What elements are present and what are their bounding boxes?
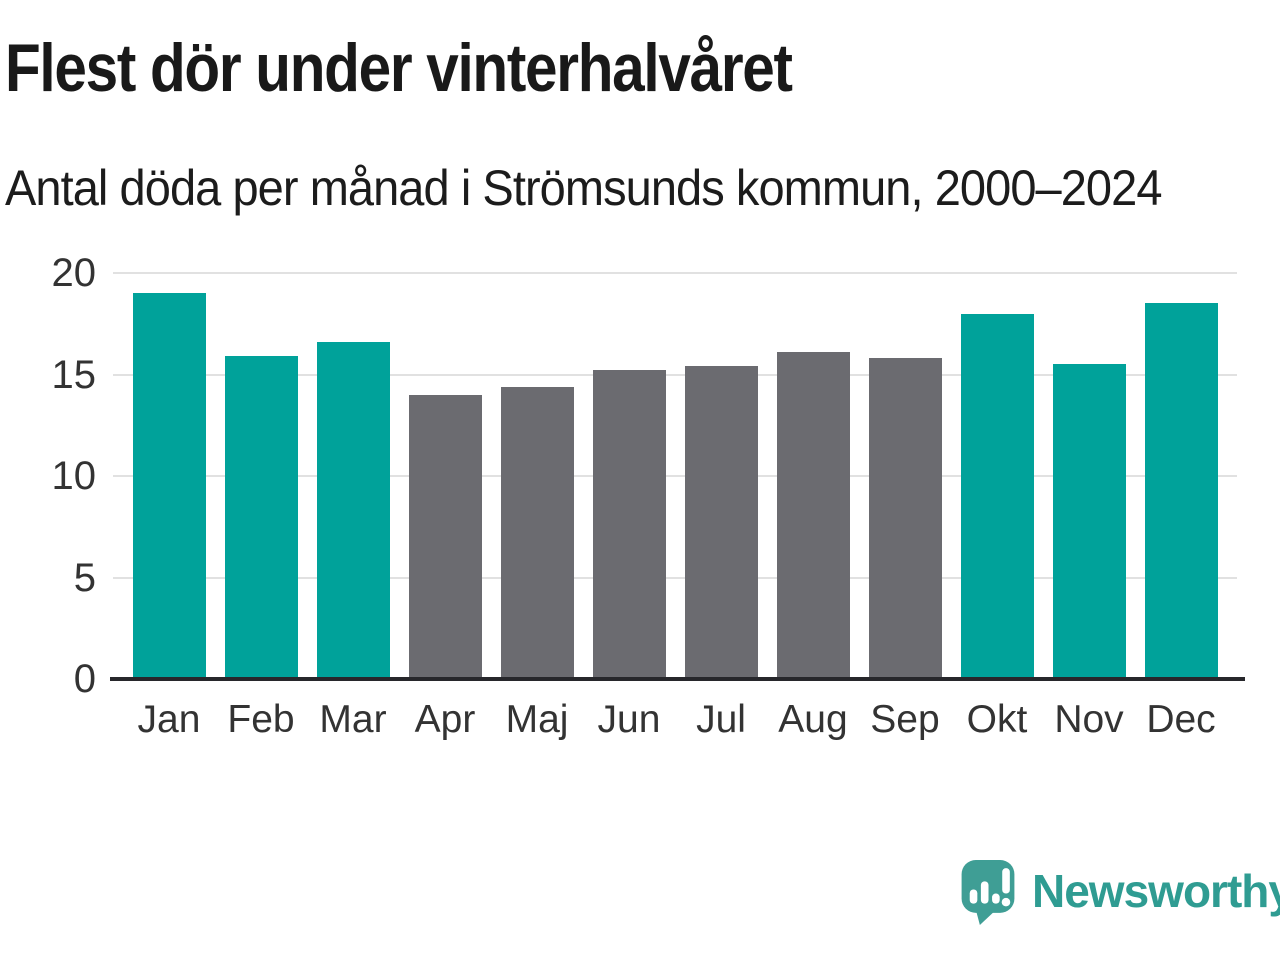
chart-title: Flest dör under vinterhalvåret bbox=[5, 30, 793, 106]
bar-mar bbox=[316, 342, 390, 679]
y-tick-label-0: 0 bbox=[73, 657, 96, 701]
logo-bar-1 bbox=[969, 889, 978, 904]
y-tick-label-20: 20 bbox=[51, 251, 97, 295]
logo-bar-3 bbox=[992, 893, 1000, 904]
bar-slot-jun bbox=[583, 273, 675, 679]
bar-slot-nov bbox=[1043, 273, 1135, 679]
bar-slot-dec bbox=[1135, 273, 1227, 679]
bar-feb bbox=[224, 356, 298, 679]
logo-exclamation-bar bbox=[1002, 868, 1010, 894]
gridline-20 bbox=[113, 272, 1237, 274]
bar-slot-feb bbox=[215, 273, 307, 679]
x-axis-labels: Jan Feb Mar Apr Maj Jun Jul Aug Sep Okt Nov Dec bbox=[113, 700, 1237, 739]
bar-slot-aug bbox=[767, 273, 859, 679]
bar-jan bbox=[132, 293, 206, 679]
bar-slot-okt bbox=[951, 273, 1043, 679]
x-tick-label-okt: Okt bbox=[966, 698, 1028, 741]
x-tick-label-sep: Sep bbox=[870, 698, 940, 741]
x-tick-label-dec: Dec bbox=[1146, 698, 1216, 741]
bar-okt bbox=[960, 313, 1034, 679]
bar-jul bbox=[684, 366, 758, 679]
y-tick-label-15: 15 bbox=[51, 352, 97, 397]
gridline-5 bbox=[113, 576, 1237, 579]
newsworthy-logo-icon bbox=[961, 860, 1015, 925]
bar-slot-jul bbox=[675, 273, 767, 679]
bar-aug bbox=[776, 352, 850, 679]
gridline-15 bbox=[113, 373, 1237, 376]
brand-footer: Newsworthy bbox=[961, 860, 1280, 925]
gridline-10 bbox=[113, 475, 1237, 477]
x-axis-line bbox=[110, 677, 1245, 681]
chart-subtitle: Antal döda per månad i Strömsunds kommun… bbox=[5, 160, 1162, 216]
logo-bar-2 bbox=[980, 881, 989, 904]
y-tick-label-5: 5 bbox=[73, 555, 96, 600]
bar-sep bbox=[868, 358, 942, 679]
bar-slot-jan bbox=[123, 273, 215, 679]
bar-slot-mar bbox=[307, 273, 399, 679]
x-tick-label-nov: Nov bbox=[1054, 698, 1124, 741]
x-tick-label-jun: Jun bbox=[597, 698, 661, 741]
x-tick-label-feb: Feb bbox=[227, 698, 295, 741]
bar-slot-sep bbox=[859, 273, 951, 679]
logo-exclamation-dot bbox=[1001, 897, 1011, 907]
x-tick-label-mar: Mar bbox=[319, 698, 387, 741]
bar-nov bbox=[1052, 364, 1126, 679]
bar-dec bbox=[1144, 303, 1218, 679]
bar-apr bbox=[408, 394, 482, 679]
bar-jun bbox=[592, 370, 666, 679]
x-tick-label-apr: Apr bbox=[414, 698, 476, 741]
bar-series bbox=[113, 273, 1237, 679]
bar-slot-maj bbox=[491, 273, 583, 679]
y-axis: 0 5 10 15 20 bbox=[0, 253, 97, 699]
x-tick-label-jan: Jan bbox=[137, 698, 201, 741]
y-tick-label-10: 10 bbox=[51, 454, 97, 498]
brand-name: Newsworthy bbox=[1032, 865, 1280, 917]
plot-area bbox=[110, 272, 1245, 681]
x-tick-label-jul: Jul bbox=[696, 698, 746, 741]
x-tick-label-maj: Maj bbox=[505, 698, 569, 741]
bar-slot-apr bbox=[399, 273, 491, 679]
bar-maj bbox=[500, 386, 574, 679]
x-tick-label-aug: Aug bbox=[778, 698, 848, 741]
